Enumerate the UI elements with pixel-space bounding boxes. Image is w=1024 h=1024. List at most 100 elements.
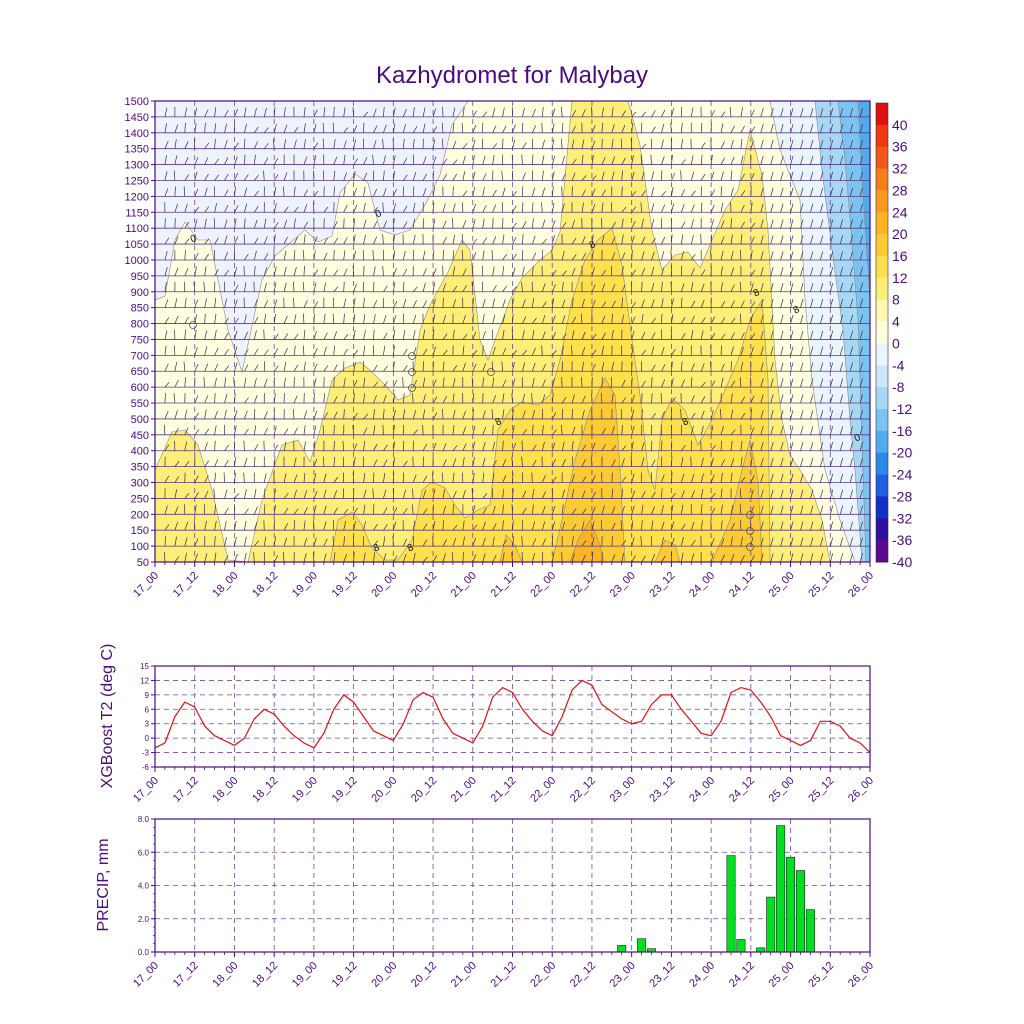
wind-barb: [432, 314, 436, 324]
wind-barb: [800, 346, 804, 356]
wind-barb: [452, 393, 455, 404]
wind-barb: [502, 475, 507, 483]
wind-barb: [551, 378, 555, 388]
wind-barb: [412, 107, 415, 117]
wind-barb: [820, 505, 824, 515]
wind-barb: [601, 332, 606, 340]
wind-barb: [532, 297, 535, 308]
wind-barb: [740, 190, 746, 197]
wind-barb: [422, 282, 426, 292]
wind-barb: [472, 139, 476, 149]
wind-barb: [829, 187, 834, 197]
wind-barb: [770, 362, 774, 372]
wind-barb: [760, 101, 762, 102]
wind-barb: [849, 457, 853, 467]
wind-barb: [750, 555, 755, 562]
wind-barb: [164, 317, 170, 324]
wind-barb: [750, 172, 755, 181]
wind-barb: [343, 281, 345, 292]
wind-barb: [551, 298, 554, 308]
wind-barb: [263, 378, 268, 388]
wind-barb: [542, 101, 543, 102]
wind-barb: [303, 490, 308, 499]
wind-barb: [561, 315, 566, 324]
wind-barb: [293, 474, 298, 483]
wind-barb: [641, 442, 645, 451]
wind-barb: [163, 424, 166, 435]
wind-barb: [800, 124, 804, 133]
wind-barb: [174, 139, 177, 149]
wind-barb: [730, 536, 733, 547]
wind-barb: [383, 285, 388, 292]
wind-barb: [442, 333, 448, 340]
wind-barb: [700, 269, 706, 277]
wind-barb: [194, 395, 199, 404]
wind-barb: [343, 237, 348, 245]
wind-barb: [700, 381, 706, 388]
wind-barb: [482, 298, 486, 308]
wind-barb: [581, 109, 586, 118]
wind-barb: [770, 267, 774, 276]
wind-barb: [492, 441, 496, 451]
wind-barb: [313, 170, 315, 181]
colorbar-swatch: [876, 474, 888, 497]
wind-barb: [681, 221, 686, 229]
wind-barb: [601, 171, 605, 181]
wind-barb: [611, 445, 617, 451]
wind-barb: [323, 252, 328, 261]
wind-barb: [412, 347, 417, 356]
wind-barb: [343, 348, 348, 356]
wind-barb: [671, 472, 673, 483]
wind-barb: [839, 139, 844, 149]
y-tick-label: 500: [131, 414, 149, 426]
wind-barb: [522, 299, 526, 308]
wind-barb: [770, 553, 774, 562]
wind-barb: [412, 536, 415, 547]
wind-barb: [313, 425, 317, 435]
wind-barb: [859, 521, 863, 531]
wind-barb: [790, 251, 794, 261]
colorbar-label: 28: [892, 182, 908, 198]
wind-barb: [651, 282, 655, 292]
wind-barb: [204, 442, 208, 451]
wind-barb: [204, 395, 209, 404]
wind-barb: [611, 522, 616, 531]
wind-barb: [581, 298, 585, 308]
wind-barb: [720, 236, 725, 245]
wind-barb: [621, 218, 624, 229]
wind-barb: [690, 395, 695, 404]
y-tick-label: 4.0: [138, 882, 150, 891]
wind-barb: [790, 124, 794, 133]
wind-barb: [829, 267, 834, 276]
wind-barb: [690, 235, 694, 245]
wind-barb: [710, 234, 713, 245]
wind-barb: [770, 457, 774, 467]
wind-barb: [611, 488, 614, 499]
wind-barb: [790, 426, 794, 435]
wind-barb: [363, 313, 366, 324]
wind-barb: [839, 251, 844, 261]
wind-barb: [363, 489, 367, 499]
wind-barb: [621, 397, 627, 404]
wind-barb: [214, 459, 219, 467]
wind-barb: [343, 377, 346, 388]
wind-barb: [502, 428, 507, 436]
wind-barb: [492, 472, 495, 483]
wind-barb: [164, 330, 168, 340]
wind-barb: [303, 107, 306, 117]
wind-barb: [551, 362, 555, 372]
wind-barb: [432, 472, 434, 483]
wind-barb: [671, 186, 674, 197]
wind-barb: [651, 346, 655, 356]
wind-barb: [462, 171, 466, 181]
wind-barb: [690, 473, 695, 483]
wind-barb: [303, 441, 307, 451]
wind-barb: [790, 505, 794, 515]
wind-barb: [502, 314, 506, 324]
wind-barb: [532, 538, 537, 547]
wind-barb: [601, 345, 604, 356]
wind-barb: [482, 363, 487, 372]
wind-barb: [392, 472, 395, 483]
